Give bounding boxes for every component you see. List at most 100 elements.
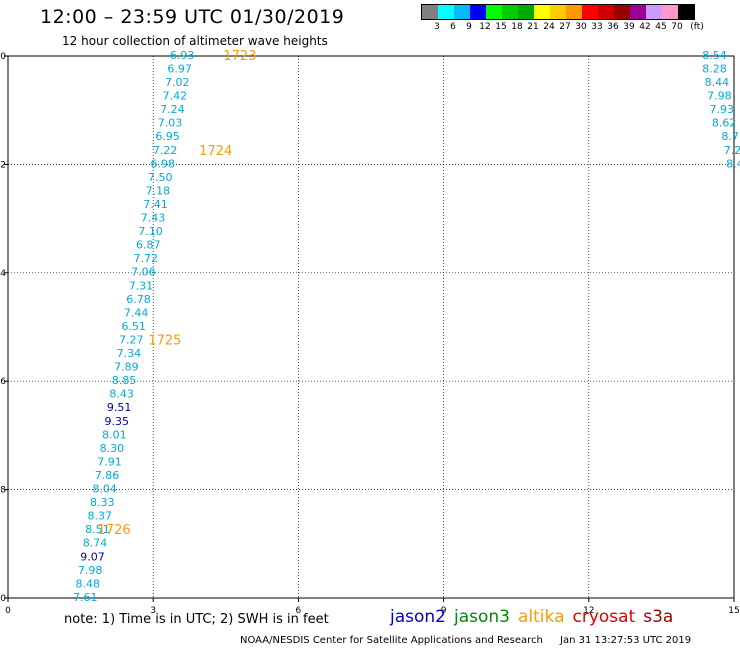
color-scale-label: 30 [575,22,587,32]
wave-height-label: 7.10 [138,225,163,238]
color-scale-label: 42 [639,22,651,32]
color-scale-label: 15 [495,22,507,32]
wave-height-label: 8.37 [88,510,113,523]
wave-height-label: 7.89 [114,361,139,374]
color-swatch [534,5,550,19]
wave-height-label: 7.06 [131,266,156,279]
wave-height-label: 7.44 [124,306,149,319]
color-swatch [646,5,662,19]
wave-height-label: 6.87 [136,239,161,252]
wave-height-label: 7.98 [707,90,732,103]
wave-height-label: 9.51 [107,401,132,414]
wave-height-label: 7.91 [97,455,122,468]
wave-height-label: 8.54 [702,49,727,62]
wave-height-label: 7.86 [95,469,120,482]
x-tick-label: 3 [150,606,156,616]
wave-height-label: 8.44 [705,76,730,89]
credit-text: NOAA/NESDIS Center for Satellite Applica… [240,635,543,646]
color-scale-label: 33 [591,22,603,32]
wave-height-label: 8.43 [109,388,134,401]
wave-height-label: 7.72 [134,252,159,265]
chart-title: 12:00 – 23:59 UTC 01/30/2019 [40,6,345,28]
satellite-legend: jason2 jason3 altika cryosat s3a [390,607,681,627]
wave-height-label: 6.98 [150,157,175,170]
color-swatch [518,5,534,19]
color-swatch [614,5,630,19]
wave-height-label: 7.42 [163,90,188,103]
wave-height-label: 7.18 [146,184,171,197]
orbit-number-label: 1725 [148,333,181,348]
orbit-number-label: 1723 [223,49,256,64]
wave-height-label: 7.22 [153,144,178,157]
x-tick-label: 9 [441,606,447,616]
satellite-label-cryosat: cryosat [572,607,636,627]
x-tick-label: 0 [5,606,11,616]
color-scale-label: 3 [434,22,440,32]
color-swatch [422,5,438,19]
color-swatch [678,5,694,19]
color-scale-label: 9 [466,22,472,32]
color-scale-label: 27 [559,22,571,32]
wave-height-label: 7.93 [710,103,735,116]
wave-height-label: 8.7 [721,130,739,143]
wave-height-label: 7.2 [724,144,740,157]
wave-height-label: 7.31 [129,279,154,292]
satellite-label-jason3: jason3 [454,607,510,627]
wave-height-label: 8.4 [726,157,740,170]
x-tick-label: 15 [728,606,739,616]
satellite-label-altika: altika [518,607,565,627]
wave-height-label: 7.43 [141,212,166,225]
color-scale-ticks: 3 6 9 12 15 18 21 24 27 30 33 36 39 42 45 70 (ft) [421,20,704,34]
wave-height-label: 8.85 [112,374,137,387]
color-swatch [582,5,598,19]
color-scale-label: 45 [655,22,667,32]
y-tick-label: -40 [0,594,6,604]
wave-height-label: 6.93 [170,49,195,62]
y-tick-label: -34 [0,269,6,279]
wave-height-label: 6.51 [121,320,146,333]
color-scale-label: 18 [511,22,523,32]
color-swatch [454,5,470,19]
wave-height-label: 8.62 [712,117,737,130]
wave-height-label: 8.30 [100,442,125,455]
wave-height-label: 6.97 [167,62,192,75]
y-tick-label: -32 [0,160,6,170]
y-tick-label: -36 [0,377,6,387]
wave-height-label: 8.04 [92,483,117,496]
y-tick-label: -30 [0,52,6,62]
color-scale-label: 39 [623,22,635,32]
chart-subtitle: 12 hour collection of altimeter wave hei… [62,34,328,48]
color-swatch [470,5,486,19]
orbit-number-label: 1726 [98,523,131,538]
color-swatch [630,5,646,19]
wave-height-label: 9.35 [105,415,130,428]
color-scale-label: 6 [450,22,456,32]
wave-height-label: 8.51 [85,523,110,536]
wave-height-label: 7.50 [148,171,173,184]
color-scale-label: 21 [527,22,539,32]
color-scale-label: 70 [671,22,683,32]
wave-height-label: 7.24 [160,103,185,116]
generated-timestamp: Jan 31 13:27:53 UTC 2019 [560,635,692,646]
wave-height-label: 7.03 [158,117,183,130]
wave-height-label: 8.48 [75,577,100,590]
color-swatch [502,5,518,19]
wave-height-label: 7.98 [78,564,103,577]
orbit-number-label: 1724 [199,144,232,159]
color-swatch [662,5,678,19]
plot-frame [7,55,735,599]
wave-height-label: 8.33 [90,496,115,509]
satellite-label-jason2: jason2 [390,607,446,627]
wave-height-label: 9.07 [80,550,105,563]
color-swatch [486,5,502,19]
wave-height-label: 7.34 [117,347,142,360]
wave-height-label: 8.01 [102,428,127,441]
wave-height-label: 8.28 [702,62,727,75]
color-swatch [598,5,614,19]
color-swatch [566,5,582,19]
color-swatch [438,5,454,19]
x-tick-label: 12 [583,606,594,616]
color-scale-swatches [421,4,695,20]
wave-height-label: 7.27 [119,333,144,346]
